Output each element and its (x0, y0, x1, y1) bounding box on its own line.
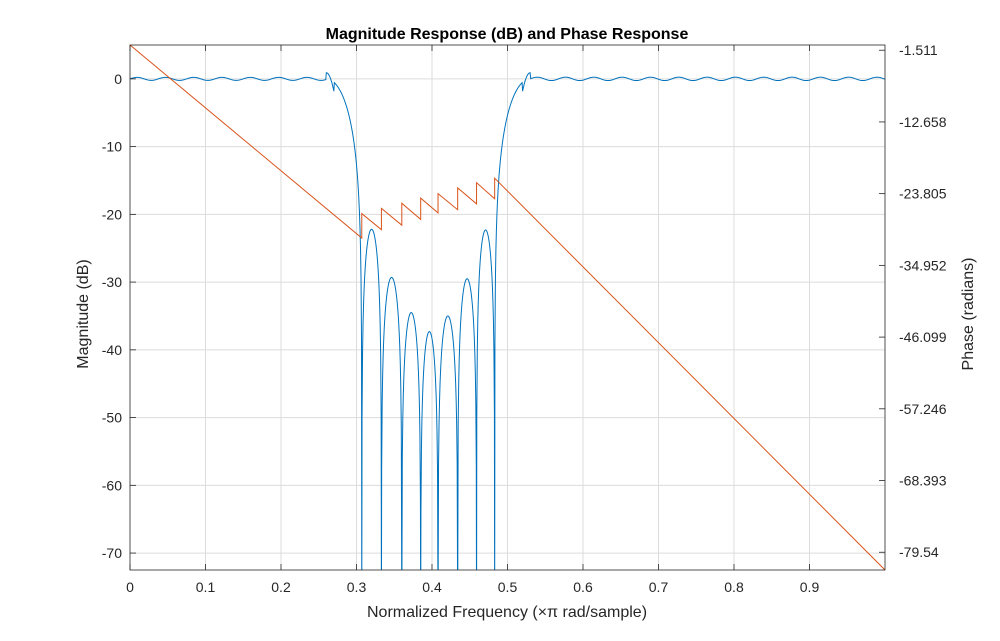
y-tick-label-left: -60 (102, 477, 122, 493)
y-axis-label-left: Magnitude (dB) (75, 259, 92, 368)
y-tick-label-left: -30 (102, 274, 122, 290)
x-axis-label: Normalized Frequency (×π rad/sample) (367, 604, 647, 621)
x-tick-label: 0.8 (724, 579, 744, 595)
x-tick-label: 0.3 (347, 579, 367, 595)
x-tick-label: 0.6 (573, 579, 593, 595)
series-layer (130, 45, 885, 570)
y-tick-label-right: -57.246 (899, 401, 947, 417)
y-tick-label-left: 0 (114, 71, 122, 87)
y-tick-label-right: -12.658 (899, 114, 947, 130)
y-tick-label-left: -10 (102, 139, 122, 155)
x-tick-label: 0.9 (800, 579, 820, 595)
y-tick-label-left: -20 (102, 206, 122, 222)
y-tick-label-left: -40 (102, 342, 122, 358)
y-tick-label-right: -79.54 (899, 544, 939, 560)
grid (130, 45, 885, 570)
y-tick-label-left: -50 (102, 410, 122, 426)
x-tick-label: 0.1 (196, 579, 216, 595)
ticks: 0 0.1 0.2 0.3 0.4 0.5 0.6 0.7 0.8 0.9 0 -10 -20 -30 -4… (102, 42, 947, 595)
y-axis-label-right: Phase (radians) (960, 258, 977, 371)
chart-title: Magnitude Response (dB) and Phase Respon… (326, 26, 689, 43)
y-tick-label-right: -68.393 (899, 473, 947, 489)
x-tick-label: 0.4 (422, 579, 442, 595)
x-tick-label: 0.2 (271, 579, 291, 595)
y-tick-label-right: -23.805 (899, 186, 947, 202)
x-tick-label: 0.7 (649, 579, 669, 595)
y-tick-label-right: -34.952 (899, 257, 947, 273)
magnitude-line (130, 72, 885, 570)
x-tick-label: 0.5 (498, 579, 518, 595)
y-tick-label-left: -70 (102, 545, 122, 561)
phase-line (130, 45, 885, 570)
x-tick-label: 0 (126, 579, 134, 595)
y-tick-label-right: -46.099 (899, 329, 947, 345)
y-tick-label-right: -1.511 (899, 42, 938, 58)
